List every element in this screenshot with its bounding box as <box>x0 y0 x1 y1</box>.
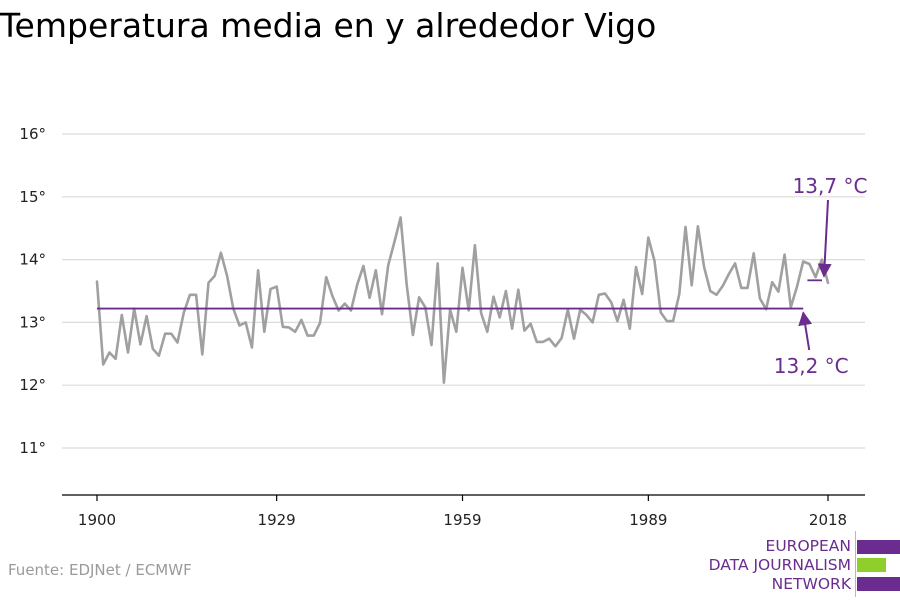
grid-lines <box>62 133 865 449</box>
series-layer <box>95 216 830 385</box>
temperature-series-line <box>95 216 830 385</box>
y-tick-label: 15° <box>19 188 46 206</box>
logo-bar-bottom <box>857 577 900 591</box>
x-tick-label: 1929 <box>258 511 296 529</box>
y-tick-label: 11° <box>19 439 46 457</box>
y-tick-label: 16° <box>19 125 46 143</box>
average-label-2: 13,7 °C <box>793 174 868 198</box>
average-arrow-2 <box>817 199 832 278</box>
y-tick-label: 12° <box>19 376 46 394</box>
logo-text: EUROPEAN DATA JOURNALISM NETWORK <box>709 537 851 594</box>
average-arrow-1 <box>798 311 813 351</box>
y-tick-label: 13° <box>19 313 46 331</box>
average-label-1: 13,2 °C <box>774 354 849 378</box>
edjnet-logo: EUROPEAN DATA JOURNALISM NETWORK <box>700 531 900 597</box>
page-title: Temperatura media en y alrededor Vigo <box>0 6 657 45</box>
x-tick-label: 1959 <box>443 511 481 529</box>
logo-bar-top <box>857 540 900 554</box>
logo-line-1: EUROPEAN <box>765 537 851 555</box>
x-tick-label: 1900 <box>78 511 116 529</box>
x-tick-label: 2018 <box>809 511 847 529</box>
logo-divider <box>855 531 856 597</box>
logo-line-2: DATA JOURNALISM <box>708 556 851 574</box>
average-annotations: 13,2 °C 13,7 °C <box>774 174 868 378</box>
chart-axes: 11° 12° 13° 14° 15° 16° 1900 1929 1959 1989 2018 <box>19 125 865 529</box>
source-note: Fuente: EDJNet / ECMWF <box>8 561 192 579</box>
y-tick-label: 14° <box>19 251 46 269</box>
average-lines <box>97 279 822 310</box>
logo-line-3: NETWORK <box>771 575 851 593</box>
x-tick-label: 1989 <box>629 511 667 529</box>
logo-bar-middle <box>857 558 886 572</box>
